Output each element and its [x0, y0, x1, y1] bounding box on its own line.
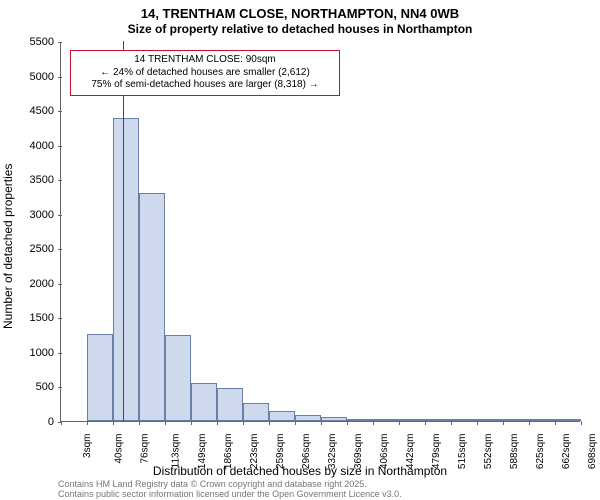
chart-container: 14, TRENTHAM CLOSE, NORTHAMPTON, NN4 0WB… — [0, 0, 600, 500]
x-tick-label: 442sqm — [405, 434, 416, 470]
y-tick — [58, 42, 62, 43]
x-tick-label: 149sqm — [197, 434, 208, 470]
footer-attribution: Contains HM Land Registry data © Crown c… — [58, 480, 402, 500]
x-tick-label: 113sqm — [170, 434, 181, 469]
histogram-bar — [503, 419, 529, 421]
reference-line — [123, 41, 124, 421]
y-tick-label: 1000 — [30, 347, 54, 359]
x-tick-label: 223sqm — [249, 434, 260, 470]
x-tick — [581, 421, 582, 425]
x-tick — [451, 421, 452, 425]
x-tick-label: 186sqm — [223, 434, 234, 470]
x-tick — [113, 421, 114, 425]
y-tick-label: 4500 — [30, 105, 54, 117]
annotation-line: 75% of semi-detached houses are larger (… — [77, 79, 333, 92]
x-tick-label: 698sqm — [587, 434, 598, 470]
x-tick-label: 369sqm — [353, 434, 364, 470]
histogram-bar — [555, 419, 581, 421]
y-tick-label: 500 — [36, 381, 54, 393]
histogram-bar — [217, 388, 243, 421]
y-axis-label: Number of detached properties — [1, 164, 15, 329]
x-tick — [529, 421, 530, 425]
x-tick — [269, 421, 270, 425]
annotation-line: 14 TRENTHAM CLOSE: 90sqm — [77, 54, 333, 67]
histogram-bar — [87, 334, 113, 421]
plot-area — [60, 42, 580, 422]
y-tick — [58, 353, 62, 354]
x-tick — [555, 421, 556, 425]
y-tick-label: 5500 — [30, 36, 54, 48]
histogram-bar — [139, 193, 165, 421]
x-tick-label: 332sqm — [327, 434, 338, 470]
x-tick — [295, 421, 296, 425]
y-tick-label: 2000 — [30, 278, 54, 290]
y-tick — [58, 215, 62, 216]
y-tick-label: 4000 — [30, 140, 54, 152]
x-tick — [217, 421, 218, 425]
annotation-box: 14 TRENTHAM CLOSE: 90sqm← 24% of detache… — [70, 50, 340, 96]
y-tick — [58, 249, 62, 250]
x-tick-label: 479sqm — [431, 434, 442, 470]
histogram-bar — [165, 335, 191, 421]
y-tick — [58, 387, 62, 388]
y-tick-label: 0 — [48, 416, 54, 428]
x-tick — [477, 421, 478, 425]
x-tick-label: 625sqm — [535, 434, 546, 470]
x-tick-label: 76sqm — [140, 434, 151, 464]
x-tick — [243, 421, 244, 425]
x-tick — [399, 421, 400, 425]
y-tick-label: 3000 — [30, 209, 54, 221]
histogram-bar — [243, 403, 269, 421]
x-tick-label: 406sqm — [379, 434, 390, 470]
chart-title: 14, TRENTHAM CLOSE, NORTHAMPTON, NN4 0WB — [0, 6, 600, 21]
x-tick — [165, 421, 166, 425]
histogram-bar — [399, 419, 425, 421]
y-tick — [58, 77, 62, 78]
x-tick — [191, 421, 192, 425]
histogram-bar — [425, 419, 451, 421]
x-tick — [347, 421, 348, 425]
x-tick-label: 662sqm — [561, 434, 572, 470]
x-tick-label: 588sqm — [509, 434, 520, 470]
histogram-bar — [295, 415, 321, 421]
y-tick — [58, 318, 62, 319]
annotation-line: ← 24% of detached houses are smaller (2,… — [77, 67, 333, 80]
histogram-bar — [191, 383, 217, 421]
x-tick-label: 296sqm — [301, 434, 312, 470]
x-tick — [139, 421, 140, 425]
x-tick — [503, 421, 504, 425]
histogram-bar — [347, 419, 373, 421]
y-tick — [58, 111, 62, 112]
histogram-bar — [451, 419, 477, 421]
x-tick — [373, 421, 374, 425]
histogram-bar — [321, 417, 347, 421]
chart-subtitle: Size of property relative to detached ho… — [0, 22, 600, 36]
histogram-bar — [529, 419, 555, 421]
x-tick — [87, 421, 88, 425]
y-tick-label: 5000 — [30, 71, 54, 83]
x-tick-label: 3sqm — [82, 434, 93, 458]
x-tick — [321, 421, 322, 425]
y-tick — [58, 146, 62, 147]
y-tick-label: 1500 — [30, 312, 54, 324]
y-tick-label: 2500 — [30, 243, 54, 255]
x-tick-label: 259sqm — [275, 434, 286, 470]
x-tick-label: 515sqm — [457, 434, 468, 470]
histogram-bar — [269, 411, 295, 421]
x-tick — [425, 421, 426, 425]
y-tick — [58, 180, 62, 181]
y-tick — [58, 422, 62, 423]
histogram-bar — [477, 419, 503, 421]
histogram-bar — [373, 419, 399, 421]
y-tick — [58, 284, 62, 285]
x-tick-label: 552sqm — [483, 434, 494, 470]
x-tick-label: 40sqm — [114, 434, 125, 464]
histogram-bar — [113, 118, 139, 421]
y-tick-label: 3500 — [30, 174, 54, 186]
footer-line2: Contains public sector information licen… — [58, 490, 402, 500]
